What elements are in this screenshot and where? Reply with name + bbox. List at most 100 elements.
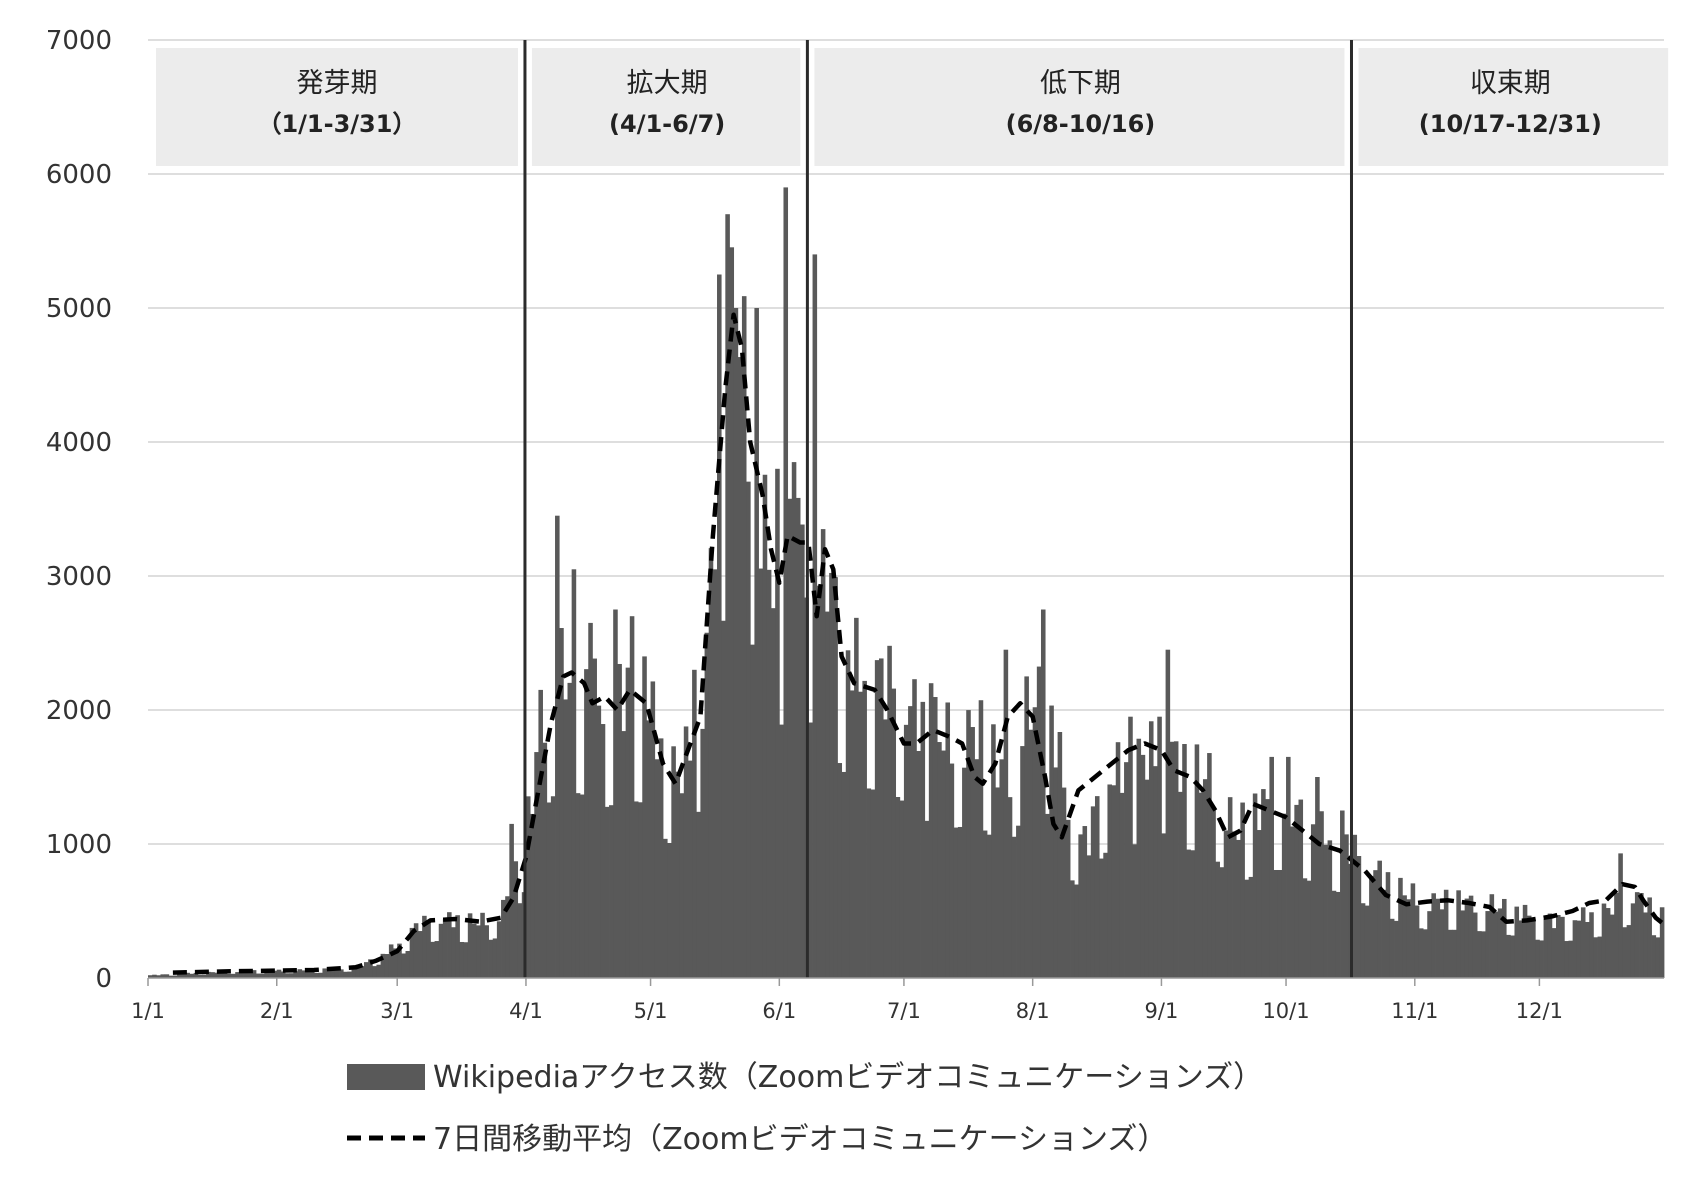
- bar: [762, 474, 768, 978]
- bar: [912, 679, 917, 978]
- bar: [438, 923, 444, 978]
- bar: [1331, 890, 1337, 978]
- phase-name: 拡大期: [627, 68, 708, 99]
- bar: [455, 915, 460, 978]
- bar: [1140, 754, 1146, 978]
- bar: [1269, 756, 1274, 978]
- bar: [368, 959, 373, 978]
- bar: [525, 796, 531, 978]
- bar: [1211, 808, 1216, 978]
- bar: [604, 806, 610, 978]
- bar: [642, 656, 647, 978]
- bar: [430, 941, 435, 978]
- bar: [862, 680, 867, 978]
- bar: [675, 771, 681, 978]
- bar: [928, 683, 934, 978]
- bar: [891, 688, 897, 978]
- bar: [268, 971, 274, 978]
- bar: [937, 742, 942, 978]
- bar: [239, 970, 244, 978]
- bar: [1398, 877, 1403, 978]
- bar: [654, 759, 660, 978]
- bar: [692, 669, 697, 978]
- bar: [1202, 779, 1208, 978]
- bar: [1302, 878, 1308, 978]
- bar: [1510, 935, 1515, 978]
- bar: [1385, 872, 1391, 978]
- bar: [733, 308, 739, 978]
- bar: [995, 787, 1000, 978]
- bar: [1576, 920, 1582, 978]
- bar: [592, 658, 597, 978]
- bar: [1360, 903, 1366, 978]
- bar: [193, 972, 199, 978]
- bar: [1049, 705, 1054, 978]
- bar: [231, 973, 236, 978]
- bar: [1551, 928, 1557, 978]
- bar: [758, 568, 764, 978]
- bar: [447, 912, 452, 978]
- phase-box: [156, 48, 518, 166]
- bar: [1568, 940, 1574, 978]
- bar: [1319, 811, 1324, 978]
- bar: [530, 813, 535, 978]
- bar: [1431, 893, 1436, 978]
- bar: [496, 921, 502, 978]
- bar: [949, 763, 955, 978]
- bar: [1410, 883, 1416, 978]
- x-tick-label: 8/1: [1016, 999, 1050, 1023]
- bar: [1472, 912, 1478, 978]
- bar: [638, 802, 643, 978]
- bar: [156, 975, 161, 978]
- bar: [1643, 912, 1648, 978]
- bar: [1111, 785, 1117, 978]
- bar: [401, 953, 406, 978]
- bar: [629, 616, 635, 978]
- bar: [829, 572, 834, 978]
- bar: [1028, 729, 1034, 978]
- bar: [1630, 903, 1636, 978]
- bar: [966, 710, 971, 978]
- bar: [1094, 796, 1100, 978]
- legend-bar-swatch: [347, 1064, 425, 1090]
- bar: [555, 515, 560, 978]
- bar: [1443, 889, 1449, 978]
- bar: [717, 274, 722, 978]
- bar: [397, 943, 402, 978]
- bar: [600, 724, 606, 978]
- bar: [658, 738, 664, 978]
- bar: [459, 941, 465, 978]
- bar: [272, 970, 278, 978]
- bar: [858, 691, 863, 978]
- bar: [476, 925, 481, 978]
- bar: [887, 645, 892, 978]
- bar: [1128, 716, 1133, 978]
- bar: [347, 971, 352, 978]
- bar: [1240, 802, 1245, 978]
- bar: [1219, 867, 1225, 978]
- y-tick-label: 0: [95, 964, 112, 994]
- bar: [1618, 853, 1623, 978]
- bar: [663, 838, 668, 978]
- bar: [172, 975, 178, 978]
- bar: [372, 966, 377, 978]
- bar: [264, 969, 269, 978]
- bar: [741, 296, 747, 978]
- bar: [766, 569, 772, 978]
- bar: [426, 922, 431, 978]
- bar: [1053, 767, 1058, 978]
- bar: [908, 706, 913, 978]
- bar: [1497, 908, 1503, 978]
- bar: [1286, 756, 1291, 978]
- bar: [1460, 910, 1466, 978]
- bar: [978, 700, 984, 978]
- bar: [1265, 799, 1270, 978]
- bar: [409, 927, 415, 978]
- phase-range: (6/8-10/16): [1006, 110, 1156, 138]
- bar: [729, 247, 735, 978]
- bar: [1315, 777, 1320, 978]
- bar: [297, 969, 303, 978]
- bar: [1306, 880, 1312, 978]
- bar: [924, 820, 930, 978]
- bar: [750, 644, 755, 978]
